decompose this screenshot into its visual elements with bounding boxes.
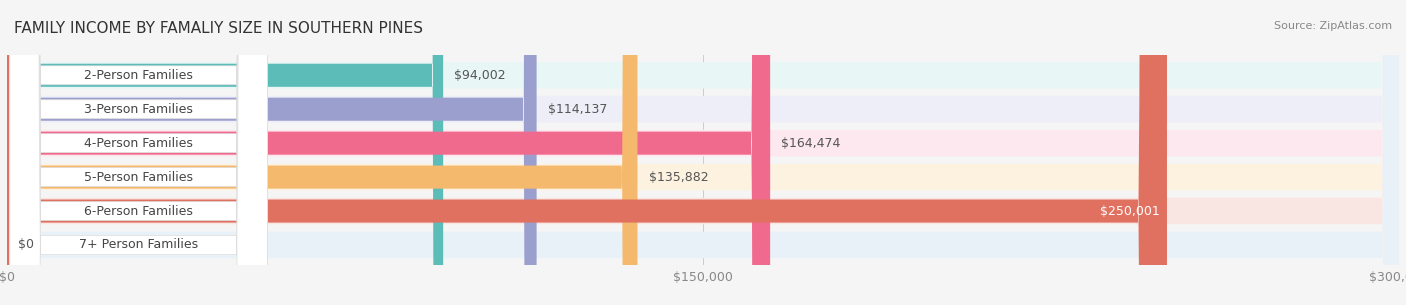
FancyBboxPatch shape <box>10 0 267 305</box>
FancyBboxPatch shape <box>10 0 267 305</box>
Text: 2-Person Families: 2-Person Families <box>84 69 193 82</box>
FancyBboxPatch shape <box>7 0 1399 305</box>
Text: FAMILY INCOME BY FAMALIY SIZE IN SOUTHERN PINES: FAMILY INCOME BY FAMALIY SIZE IN SOUTHER… <box>14 21 423 36</box>
FancyBboxPatch shape <box>7 0 1167 305</box>
FancyBboxPatch shape <box>7 0 637 305</box>
FancyBboxPatch shape <box>10 0 267 305</box>
Text: $114,137: $114,137 <box>548 103 607 116</box>
FancyBboxPatch shape <box>10 0 267 305</box>
Text: 6-Person Families: 6-Person Families <box>84 205 193 217</box>
FancyBboxPatch shape <box>7 0 770 305</box>
FancyBboxPatch shape <box>7 0 1399 305</box>
Text: Source: ZipAtlas.com: Source: ZipAtlas.com <box>1274 21 1392 31</box>
FancyBboxPatch shape <box>7 0 1399 305</box>
Text: $0: $0 <box>18 239 34 252</box>
FancyBboxPatch shape <box>7 0 443 305</box>
FancyBboxPatch shape <box>10 0 267 305</box>
FancyBboxPatch shape <box>7 0 1399 305</box>
FancyBboxPatch shape <box>7 0 537 305</box>
Text: 3-Person Families: 3-Person Families <box>84 103 193 116</box>
Text: $250,001: $250,001 <box>1101 205 1160 217</box>
Text: 7+ Person Families: 7+ Person Families <box>79 239 198 252</box>
FancyBboxPatch shape <box>7 0 1399 305</box>
FancyBboxPatch shape <box>7 0 1399 305</box>
Text: $94,002: $94,002 <box>454 69 506 82</box>
FancyBboxPatch shape <box>10 0 267 305</box>
Text: $164,474: $164,474 <box>782 137 841 150</box>
Text: $135,882: $135,882 <box>648 170 709 184</box>
Text: 5-Person Families: 5-Person Families <box>84 170 193 184</box>
Text: 4-Person Families: 4-Person Families <box>84 137 193 150</box>
